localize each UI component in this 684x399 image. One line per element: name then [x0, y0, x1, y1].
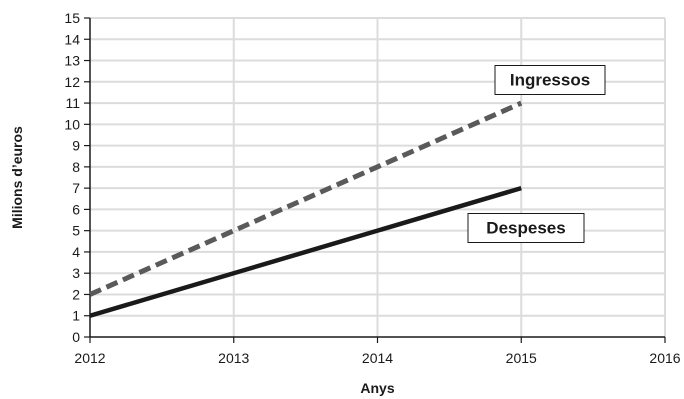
- y-tick-label: 8: [72, 159, 80, 175]
- axes: [84, 17, 666, 343]
- y-tick-label: 5: [72, 223, 80, 239]
- y-tick-label: 11: [65, 95, 80, 111]
- x-tick-label: 2014: [362, 350, 393, 366]
- series-label-ingressos: Ingressos: [510, 71, 590, 90]
- series-line-despeses: [89, 185, 522, 318]
- y-axis-title: Milions d’euros: [9, 126, 25, 229]
- series-label-despeses: Despeses: [486, 219, 565, 238]
- y-tick-label: 2: [72, 286, 80, 302]
- series-label-ingressos-box: Ingressos: [494, 65, 606, 95]
- x-tick-label: 2012: [74, 350, 105, 366]
- y-tick-label: 6: [72, 201, 80, 217]
- y-tick-label: 3: [72, 265, 80, 281]
- y-tick-label: 13: [64, 53, 80, 69]
- y-tick-label: 9: [72, 138, 80, 154]
- series-line-ingressos: [88, 100, 523, 297]
- y-tick-label: 7: [72, 180, 80, 196]
- x-axis-title: Anys: [360, 380, 394, 396]
- x-tick-label: 2015: [506, 350, 537, 366]
- series-label-box: [467, 213, 585, 243]
- grid: [90, 17, 666, 337]
- y-tick-label: 4: [72, 244, 80, 260]
- y-tick-label: 0: [72, 329, 80, 345]
- y-tick-label: 1: [72, 308, 80, 324]
- y-tick-label: 12: [64, 74, 80, 90]
- series-lines: [88, 100, 523, 318]
- series-label-despeses-box: Despeses: [467, 213, 585, 243]
- y-tick-label: 15: [64, 10, 80, 26]
- x-tick-label: 2013: [218, 350, 249, 366]
- x-tick-label: 2016: [649, 350, 680, 366]
- y-tick-label: 14: [64, 31, 80, 47]
- y-tick-label: 10: [64, 116, 80, 132]
- series-label-box: [494, 65, 606, 95]
- x-tick-labels: 2012 2013 2014 2015 2016: [74, 350, 680, 366]
